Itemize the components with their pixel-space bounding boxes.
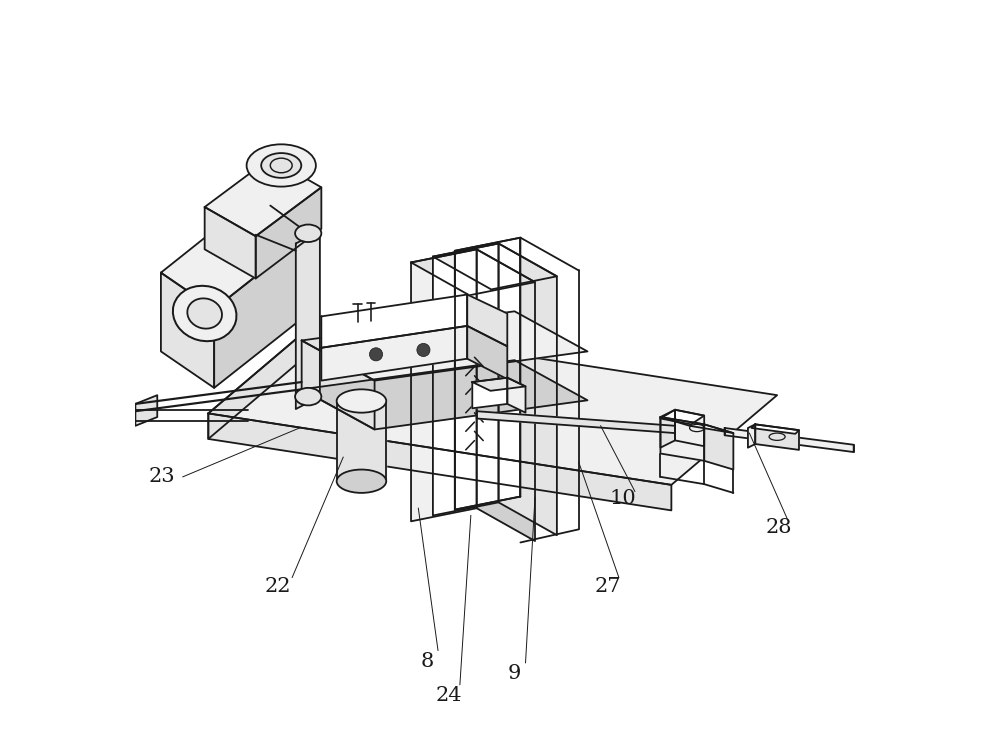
Polygon shape	[660, 410, 675, 448]
Polygon shape	[302, 340, 375, 430]
Polygon shape	[755, 425, 799, 450]
Ellipse shape	[261, 153, 301, 178]
Polygon shape	[205, 158, 321, 236]
Polygon shape	[411, 250, 477, 521]
Circle shape	[417, 343, 430, 356]
Polygon shape	[704, 425, 733, 469]
Polygon shape	[477, 250, 535, 541]
Ellipse shape	[173, 285, 236, 341]
Polygon shape	[675, 410, 704, 447]
Text: 10: 10	[609, 489, 636, 508]
Polygon shape	[411, 250, 535, 295]
Polygon shape	[135, 395, 157, 426]
Polygon shape	[660, 417, 704, 461]
Ellipse shape	[295, 225, 321, 242]
Polygon shape	[467, 294, 507, 346]
Polygon shape	[725, 428, 854, 452]
Polygon shape	[208, 324, 314, 439]
Polygon shape	[455, 238, 520, 509]
Polygon shape	[208, 414, 671, 510]
Polygon shape	[302, 360, 588, 430]
Polygon shape	[337, 401, 386, 481]
Text: 23: 23	[149, 467, 176, 486]
Polygon shape	[433, 244, 499, 515]
Circle shape	[369, 348, 383, 361]
Polygon shape	[660, 410, 704, 425]
Polygon shape	[507, 378, 526, 413]
Ellipse shape	[187, 299, 222, 329]
Polygon shape	[205, 207, 256, 278]
Polygon shape	[321, 326, 467, 381]
Ellipse shape	[295, 388, 321, 406]
Polygon shape	[161, 272, 214, 388]
Polygon shape	[214, 244, 297, 388]
Polygon shape	[472, 378, 526, 391]
Polygon shape	[433, 244, 557, 289]
Polygon shape	[321, 294, 467, 348]
Polygon shape	[467, 326, 507, 379]
Polygon shape	[161, 207, 297, 309]
Text: 27: 27	[595, 577, 621, 596]
Polygon shape	[208, 324, 777, 485]
Polygon shape	[660, 417, 733, 433]
Polygon shape	[302, 311, 588, 381]
Text: 8: 8	[420, 651, 434, 671]
Polygon shape	[752, 425, 799, 434]
Text: 22: 22	[264, 577, 291, 596]
Text: 24: 24	[436, 686, 462, 705]
Ellipse shape	[337, 389, 386, 413]
Polygon shape	[472, 378, 507, 408]
Polygon shape	[499, 244, 557, 535]
Polygon shape	[477, 411, 675, 433]
Ellipse shape	[337, 469, 386, 493]
Text: 9: 9	[508, 664, 521, 683]
Polygon shape	[748, 425, 755, 448]
Text: 28: 28	[765, 518, 792, 537]
Ellipse shape	[247, 144, 316, 187]
Polygon shape	[296, 231, 320, 409]
Polygon shape	[256, 187, 321, 278]
